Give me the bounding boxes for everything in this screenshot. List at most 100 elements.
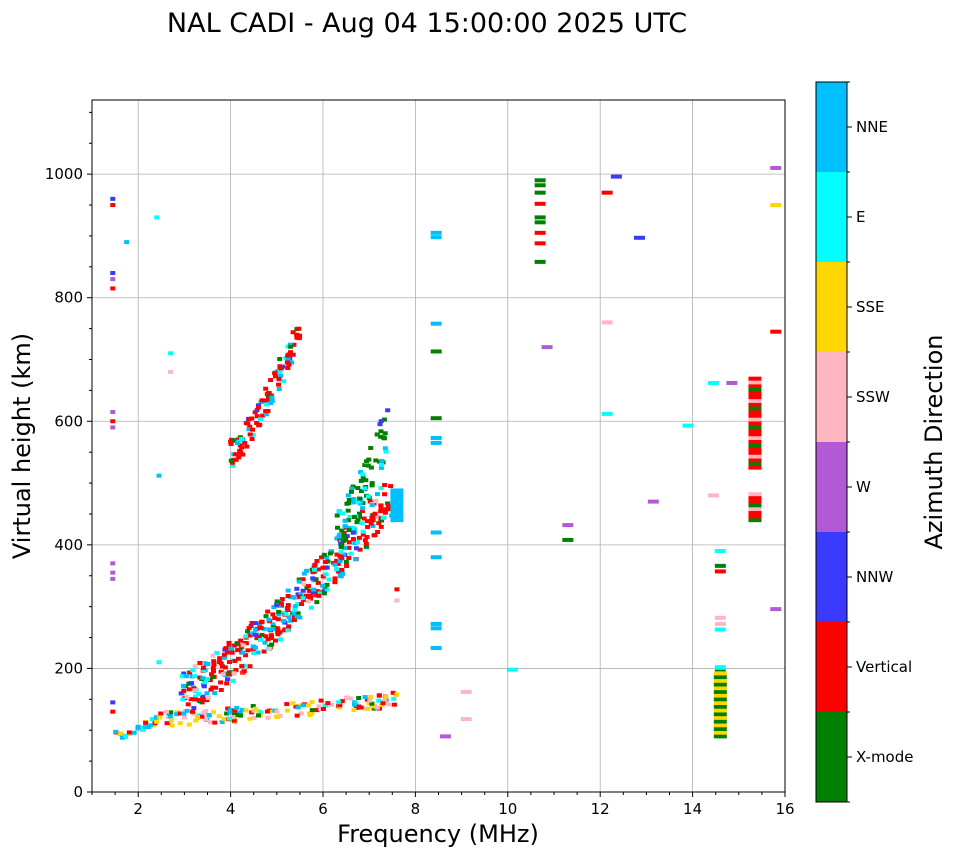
data-point <box>247 633 253 638</box>
data-point <box>254 408 260 413</box>
data-point <box>338 545 344 550</box>
data-point <box>254 421 260 426</box>
data-point <box>187 670 193 675</box>
data-point <box>181 711 187 716</box>
data-point <box>390 510 404 515</box>
data-point <box>430 416 442 421</box>
data-point <box>243 634 249 639</box>
data-point <box>324 587 330 592</box>
data-point <box>110 576 116 581</box>
data-point <box>391 696 397 701</box>
data-point <box>291 615 297 620</box>
data-point <box>334 558 340 563</box>
data-point <box>770 203 782 208</box>
data-point <box>296 579 302 584</box>
data-point <box>212 720 218 725</box>
data-point <box>126 730 132 735</box>
data-point <box>358 478 364 483</box>
data-point <box>376 521 382 526</box>
data-point <box>208 687 214 692</box>
data-point <box>252 706 258 711</box>
data-point <box>360 506 366 511</box>
data-point <box>304 568 310 573</box>
data-point <box>379 458 385 463</box>
data-point <box>304 593 310 598</box>
data-point <box>191 711 197 716</box>
y-tick-label: 0 <box>73 783 83 801</box>
data-point <box>382 482 388 487</box>
data-point <box>320 706 326 711</box>
data-point <box>204 698 210 703</box>
data-point <box>274 602 280 607</box>
data-point <box>285 365 291 370</box>
data-point <box>342 518 348 523</box>
data-point <box>226 640 232 645</box>
data-point <box>321 591 327 596</box>
data-point <box>278 603 284 608</box>
data-point <box>238 713 244 718</box>
data-point <box>377 422 383 427</box>
y-tick-label: 800 <box>54 289 83 307</box>
data-point <box>180 697 186 702</box>
data-point <box>374 705 380 710</box>
data-point <box>309 700 315 705</box>
data-point <box>285 628 291 633</box>
data-point <box>748 384 762 389</box>
data-point <box>382 431 388 436</box>
data-point <box>301 571 307 576</box>
y-tick-label: 400 <box>54 536 83 554</box>
data-point <box>119 735 125 740</box>
data-point <box>713 693 727 698</box>
data-point <box>351 500 357 505</box>
data-point <box>190 709 196 714</box>
data-point <box>381 698 387 703</box>
data-point <box>265 609 271 614</box>
data-point <box>242 440 248 445</box>
data-point <box>353 546 359 551</box>
data-point <box>177 721 183 726</box>
data-point <box>340 571 346 576</box>
data-point <box>713 726 727 731</box>
data-point <box>748 406 762 411</box>
data-point <box>278 373 284 378</box>
data-point <box>281 619 287 624</box>
data-point <box>243 653 249 658</box>
data-point <box>210 675 216 680</box>
data-point <box>252 645 258 650</box>
data-point <box>345 493 351 498</box>
data-point <box>233 452 239 457</box>
data-point <box>296 594 302 599</box>
data-point <box>296 333 302 338</box>
data-point <box>367 499 373 504</box>
data-point <box>286 362 292 367</box>
colorbar-segment <box>816 172 847 262</box>
data-point <box>314 708 320 713</box>
data-point <box>247 664 253 669</box>
data-point <box>156 660 162 665</box>
data-point <box>342 546 348 551</box>
data-point <box>713 712 727 717</box>
data-point <box>272 638 278 643</box>
data-point <box>180 683 186 688</box>
data-point <box>365 463 371 468</box>
data-point <box>368 465 374 470</box>
data-point <box>748 495 762 500</box>
data-point <box>168 351 174 356</box>
data-point <box>360 476 366 481</box>
data-point <box>285 605 291 610</box>
data-point <box>382 446 388 451</box>
data-point <box>357 501 363 506</box>
data-point <box>210 685 216 690</box>
data-point <box>365 524 371 529</box>
data-point <box>369 481 375 486</box>
data-point <box>358 705 364 710</box>
x-tick-label: 6 <box>318 800 328 818</box>
data-point <box>357 496 363 501</box>
colorbar-segment <box>816 622 847 712</box>
data-point <box>110 196 116 201</box>
data-point <box>167 714 173 719</box>
data-point <box>189 674 195 679</box>
data-point <box>361 516 367 521</box>
data-point <box>168 710 174 715</box>
data-point <box>250 427 256 432</box>
